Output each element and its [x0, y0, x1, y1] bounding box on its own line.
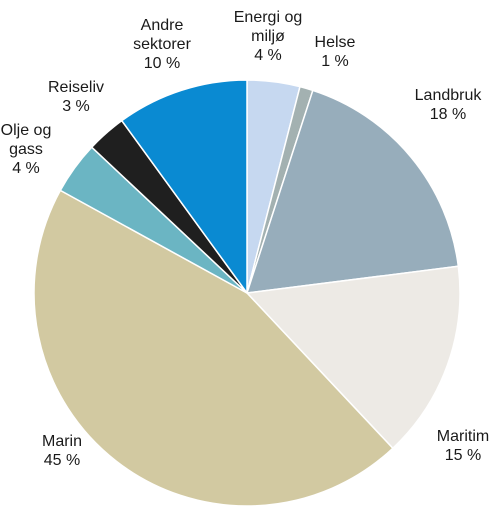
slice-value-label: 18 % [430, 106, 466, 123]
slice-value-label: 15 % [445, 447, 481, 464]
slice-label-reiseliv: Reiseliv 3 % [48, 79, 104, 115]
slice-name-label: sektorer [133, 36, 191, 53]
slice-label-energi-og-miljo: Energi og miljø 4 % [234, 9, 303, 64]
slice-name-label: miljø [251, 28, 285, 45]
slice-label-helse: Helse 1 % [315, 34, 356, 70]
slice-name-label: Olje og [1, 122, 52, 139]
slice-label-landbruk: Landbruk 18 % [415, 87, 483, 123]
slice-value-label: 45 % [44, 452, 80, 469]
slice-name-label: Energi og [234, 9, 303, 26]
slice-label-olje-og-gass: Olje og gass 4 % [1, 122, 52, 177]
pie-slice-maritim [246, 265, 461, 450]
slice-label-marin: Marin 45 % [42, 433, 82, 469]
slice-name-label: gass [9, 141, 43, 158]
slice-value-label: 4 % [254, 47, 282, 64]
pie-slice-andre-sektorer [121, 79, 248, 294]
slice-name-label: Maritim [437, 428, 489, 445]
pie-slice-landbruk [246, 89, 460, 294]
slice-value-label: 1 % [321, 53, 349, 70]
slice-name-label: Reiseliv [48, 79, 104, 96]
slice-labels: Energi og miljø 4 % Helse 1 % Landbruk 18 % Mar… [1, 9, 490, 469]
slice-value-label: 4 % [12, 160, 40, 177]
slice-name-label: Landbruk [415, 87, 483, 104]
slice-name-label: Marin [42, 433, 82, 450]
slice-name-label: Andre [141, 17, 184, 34]
slice-name-label: Helse [315, 34, 356, 51]
pie-slices [33, 79, 461, 507]
slice-value-label: 10 % [144, 55, 180, 72]
slice-label-maritim: Maritim 15 % [437, 428, 489, 464]
slice-value-label: 3 % [62, 98, 90, 115]
slice-label-andre-sektorer: Andre sektorer 10 % [133, 17, 191, 72]
pie-slice-marin [33, 189, 394, 507]
